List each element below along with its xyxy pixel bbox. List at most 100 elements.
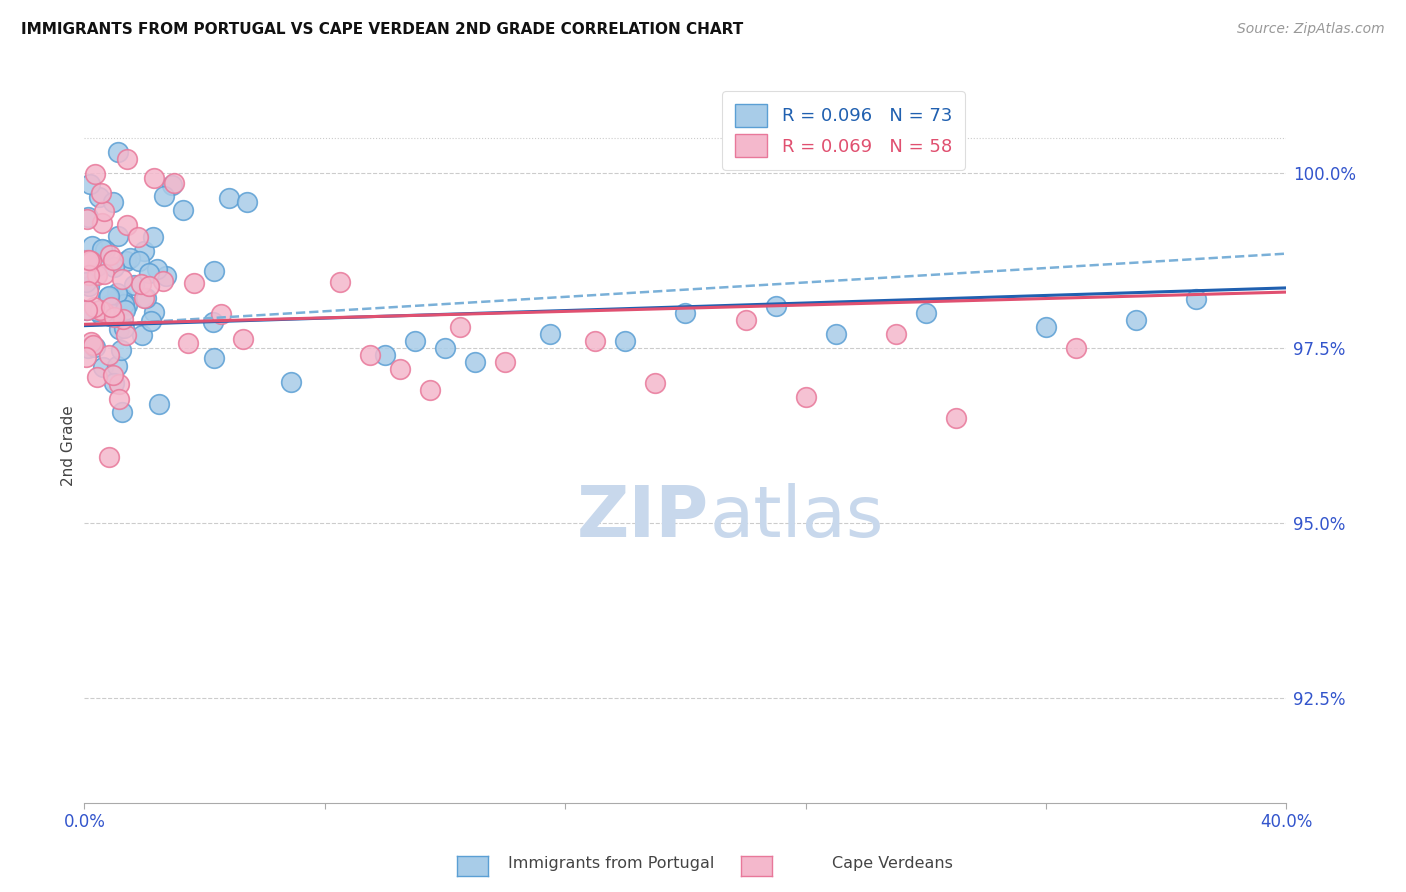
Point bbox=[148, 397, 170, 411]
Point bbox=[108, 322, 131, 336]
Point bbox=[101, 307, 124, 321]
Point bbox=[155, 269, 177, 284]
Point bbox=[105, 359, 128, 374]
Point bbox=[75, 302, 97, 317]
Point bbox=[884, 327, 907, 342]
Point bbox=[112, 321, 135, 335]
Point bbox=[93, 204, 115, 219]
Point bbox=[111, 271, 134, 285]
Point bbox=[172, 203, 194, 218]
Point bbox=[82, 337, 104, 351]
Point bbox=[1125, 313, 1147, 327]
Point bbox=[419, 383, 441, 397]
Point bbox=[434, 341, 457, 355]
Point bbox=[1064, 341, 1087, 355]
Point bbox=[146, 261, 169, 276]
Text: Immigrants from Portugal: Immigrants from Portugal bbox=[509, 856, 714, 871]
Point bbox=[100, 300, 122, 314]
Point bbox=[675, 306, 697, 320]
Point bbox=[329, 276, 352, 290]
Point bbox=[374, 348, 396, 362]
Point bbox=[79, 177, 101, 191]
Point bbox=[90, 308, 112, 322]
Point bbox=[87, 190, 110, 204]
Point bbox=[129, 277, 152, 292]
Point bbox=[163, 176, 186, 190]
Point bbox=[141, 314, 163, 328]
Point bbox=[128, 254, 150, 268]
Point bbox=[142, 304, 165, 318]
Point bbox=[202, 264, 225, 278]
Text: atlas: atlas bbox=[710, 483, 884, 552]
Point bbox=[98, 288, 121, 302]
Point bbox=[77, 278, 100, 293]
Point bbox=[117, 298, 139, 312]
Point bbox=[583, 334, 606, 348]
Point bbox=[765, 299, 787, 313]
Point bbox=[176, 335, 198, 350]
Point bbox=[86, 304, 108, 318]
Point bbox=[135, 291, 157, 305]
Point bbox=[734, 313, 756, 327]
Point bbox=[202, 351, 225, 366]
Point bbox=[76, 212, 98, 227]
Point bbox=[280, 376, 302, 390]
Point bbox=[97, 290, 120, 304]
Point bbox=[104, 293, 127, 308]
Point bbox=[91, 216, 114, 230]
Point bbox=[122, 278, 145, 293]
Point bbox=[98, 310, 121, 324]
Point bbox=[111, 405, 134, 419]
Point bbox=[494, 355, 516, 369]
Point bbox=[90, 243, 112, 257]
Point bbox=[209, 307, 232, 321]
Point bbox=[83, 300, 105, 314]
Point bbox=[84, 167, 107, 181]
Point bbox=[824, 327, 846, 342]
Point bbox=[162, 178, 184, 192]
Point bbox=[945, 411, 967, 425]
Point bbox=[134, 244, 156, 258]
Point bbox=[107, 392, 129, 406]
Point bbox=[464, 355, 486, 369]
Point bbox=[98, 297, 121, 311]
Point bbox=[91, 360, 114, 375]
Point bbox=[388, 362, 411, 376]
Point bbox=[138, 278, 160, 293]
Point bbox=[89, 303, 111, 318]
Point bbox=[107, 228, 129, 243]
Point bbox=[80, 239, 103, 253]
Point bbox=[915, 306, 938, 320]
Point bbox=[138, 266, 160, 280]
Text: Source: ZipAtlas.com: Source: ZipAtlas.com bbox=[1237, 22, 1385, 37]
Point bbox=[115, 152, 138, 166]
Text: ZIP: ZIP bbox=[578, 483, 710, 552]
Point bbox=[183, 276, 205, 290]
Point bbox=[794, 390, 817, 404]
Point bbox=[103, 376, 125, 390]
Point bbox=[80, 335, 103, 350]
Point bbox=[76, 252, 98, 267]
Point bbox=[359, 348, 381, 362]
Point bbox=[1185, 292, 1208, 306]
Point bbox=[98, 304, 121, 318]
Point bbox=[114, 303, 136, 318]
Point bbox=[134, 291, 156, 305]
Point bbox=[77, 268, 100, 283]
Point bbox=[142, 230, 165, 244]
Point bbox=[101, 253, 124, 268]
Point bbox=[77, 210, 100, 224]
Point bbox=[98, 450, 121, 464]
Point bbox=[75, 351, 97, 365]
Point bbox=[103, 260, 125, 275]
Point bbox=[644, 376, 666, 390]
Point bbox=[77, 341, 100, 355]
Point bbox=[77, 252, 100, 267]
Point bbox=[94, 243, 117, 257]
Point bbox=[115, 218, 138, 232]
Point bbox=[127, 229, 149, 244]
Point bbox=[111, 291, 134, 305]
Point bbox=[112, 311, 135, 326]
Point bbox=[449, 320, 471, 334]
Point bbox=[84, 339, 107, 353]
